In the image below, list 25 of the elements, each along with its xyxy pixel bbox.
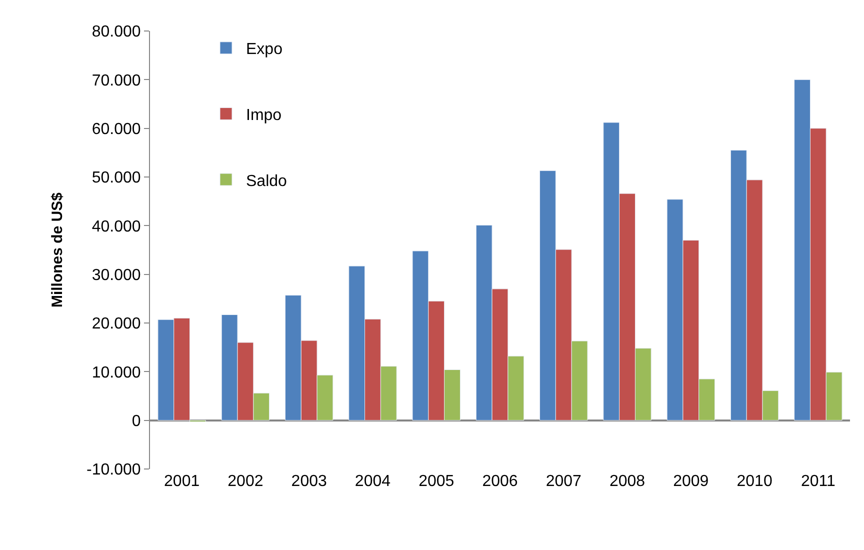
y-tick-label: 0: [132, 412, 141, 430]
y-tick-label: -10.000: [86, 462, 141, 479]
y-tick-label: 70.000: [92, 72, 141, 90]
y-tick-label: 20.000: [92, 316, 141, 333]
legend-label: Expo: [246, 41, 283, 58]
x-tick-label: 2011: [800, 473, 836, 490]
legend-label: Impo: [246, 106, 282, 124]
x-tick-label: 2001: [164, 473, 200, 490]
y-tick-label: 60.000: [92, 120, 141, 138]
y-tick-label: 40.000: [92, 218, 141, 236]
x-tick-label: 2002: [228, 473, 264, 490]
x-tick-label: 2006: [482, 473, 518, 490]
y-tick-label: 80.000: [92, 24, 141, 41]
x-tick-label: 2004: [354, 473, 391, 490]
legend-label: Saldo: [246, 172, 288, 190]
y-tick-label: 30.000: [92, 266, 141, 284]
y-tick-label: 50.000: [92, 170, 141, 187]
x-tick-label: 2007: [546, 473, 582, 490]
y-tick-label: 10.000: [92, 364, 141, 382]
x-tick-label: 2003: [291, 473, 327, 490]
x-tick-label: 2008: [609, 473, 646, 490]
y-axis-title: Millones de US$: [48, 192, 66, 308]
x-tick-label: 2009: [673, 473, 709, 490]
x-tick-label: 2010: [736, 473, 772, 490]
x-tick-label: 2005: [418, 473, 454, 490]
